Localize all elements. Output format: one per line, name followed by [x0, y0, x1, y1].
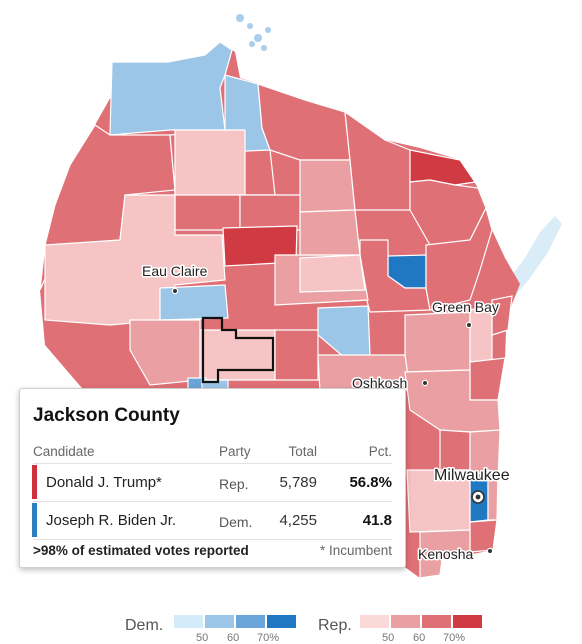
legend-dem-label: Dem. [125, 617, 164, 634]
candidate-party: Dem. [219, 514, 253, 530]
candidate-total: 4,255 [279, 512, 317, 529]
city-label-eau-claire: Eau Claire [142, 263, 208, 279]
city-label-milwaukee: Milwaukee [434, 467, 510, 484]
legend-rep-swatch [391, 615, 420, 628]
candidate-party: Rep. [219, 476, 249, 492]
city-label-green-bay: Green Bay [432, 299, 499, 315]
candidate-name: Donald J. Trump* [46, 474, 162, 491]
legend-tick: 50 [382, 632, 395, 644]
legend-tick: 50 [196, 632, 209, 644]
legend-rep-swatch [422, 615, 451, 628]
county-results-tooltip: Jackson County Candidate Party Total Pct… [19, 388, 406, 568]
incumbent-note: * Incumbent [319, 543, 392, 558]
legend-rep-swatch [453, 615, 482, 628]
candidate-row-biden: Joseph R. Biden Jr. Dem. 4,255 41.8 [20, 503, 405, 537]
header-candidate: Candidate [33, 444, 95, 459]
legend-dem-swatch [174, 615, 203, 628]
legend-rep-swatch [360, 615, 389, 628]
apostle-islands [236, 14, 271, 51]
green-bay-dot [465, 321, 473, 329]
legend-tick: 70% [257, 632, 280, 644]
legend-dem-swatch [267, 615, 296, 628]
divider [33, 539, 392, 540]
counties [39, 41, 513, 579]
oshkosh-dot [421, 379, 429, 387]
eau-claire-dot [171, 287, 179, 295]
candidate-pct: 56.8% [349, 474, 392, 491]
header-pct: Pct. [368, 444, 392, 459]
legend-dem-swatch [205, 615, 234, 628]
header-party: Party [219, 444, 251, 459]
candidate-total: 5,789 [279, 474, 317, 491]
party-color-bar-rep [32, 465, 37, 499]
kenosha-dot [486, 547, 494, 555]
candidate-pct: 41.8 [362, 512, 392, 529]
divider [33, 463, 392, 464]
party-color-bar-dem [32, 503, 37, 537]
candidate-row-trump: Donald J. Trump* Rep. 5,789 56.8% [20, 465, 405, 499]
legend-dem-swatch [236, 615, 265, 628]
selected-county-outline[interactable] [201, 316, 275, 384]
legend-tick: 70% [443, 632, 466, 644]
legend-rep-label: Rep. [318, 617, 352, 634]
city-label-kenosha: Kenosha [418, 546, 473, 562]
city-label-oshkosh: Oshkosh [352, 375, 407, 391]
reporting-note: >98% of estimated votes reported [33, 543, 249, 558]
tooltip-county-name: Jackson County [33, 405, 180, 426]
legend-tick: 60 [413, 632, 426, 644]
candidate-name: Joseph R. Biden Jr. [46, 512, 177, 529]
milwaukee-dot [475, 494, 481, 500]
header-total: Total [288, 444, 317, 459]
divider [33, 501, 392, 502]
legend-tick: 60 [227, 632, 240, 644]
